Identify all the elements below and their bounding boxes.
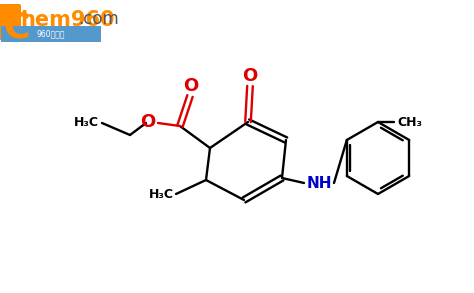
Text: O: O xyxy=(183,77,199,95)
Text: O: O xyxy=(140,113,155,131)
FancyBboxPatch shape xyxy=(1,4,101,38)
Text: H₃C: H₃C xyxy=(149,188,174,200)
Text: 960化工网: 960化工网 xyxy=(37,30,65,38)
Text: .com: .com xyxy=(78,10,119,28)
Text: H₃C: H₃C xyxy=(74,115,99,129)
Text: C: C xyxy=(3,10,29,44)
Text: O: O xyxy=(242,67,258,85)
FancyBboxPatch shape xyxy=(1,26,101,42)
Text: hem960: hem960 xyxy=(20,10,115,30)
FancyBboxPatch shape xyxy=(0,4,21,40)
Text: NH: NH xyxy=(307,176,332,192)
Text: CH₃: CH₃ xyxy=(397,115,422,129)
